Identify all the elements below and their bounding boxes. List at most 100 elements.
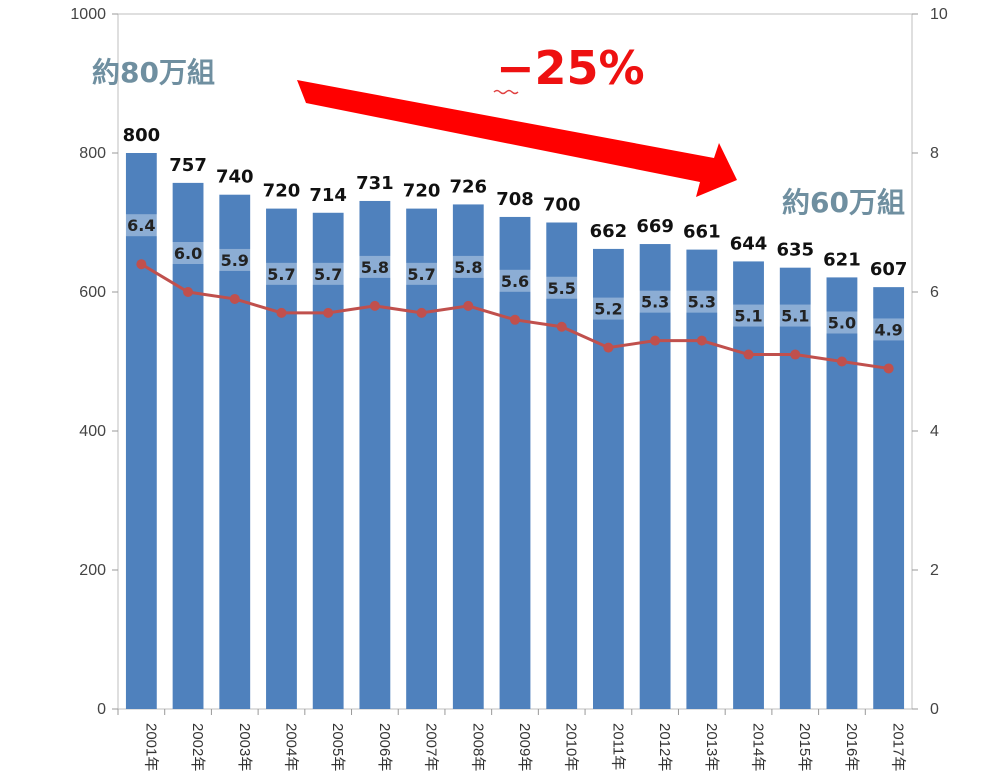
line-label-background	[402, 262, 441, 285]
line-label-background	[496, 269, 534, 292]
bar-value-label: 800	[123, 125, 161, 146]
line-point	[323, 307, 334, 318]
left-tick-label: 200	[79, 562, 106, 579]
line-label-background	[122, 214, 161, 237]
x-category-label: 2002年	[189, 723, 206, 771]
bar-value-label: 757	[169, 155, 207, 176]
x-category-label: 2016年	[843, 723, 860, 771]
line-value-label: 5.2	[594, 300, 622, 319]
right-tick-label: 10	[930, 6, 948, 23]
line-value-label: 5.8	[454, 258, 482, 277]
bar	[826, 277, 858, 709]
x-category-label: 2003年	[236, 723, 253, 771]
line-label-background	[869, 318, 908, 341]
line-point	[463, 300, 474, 311]
line-point	[510, 314, 520, 325]
annotations: 約80万組 約60万組 −25%	[92, 41, 905, 219]
bar-value-label: 720	[263, 181, 301, 202]
left-tick-label: 800	[79, 145, 106, 162]
line-point	[836, 356, 847, 367]
line-point	[369, 300, 380, 311]
bar-value-label: 720	[403, 181, 441, 202]
line-point	[603, 342, 614, 353]
line-point	[650, 335, 661, 346]
line-point	[276, 307, 287, 318]
line-value-label: 5.9	[221, 251, 249, 270]
bar-series	[125, 153, 905, 710]
left-axis: 0 200 400 600 800 1000	[70, 6, 118, 718]
x-axis-categories: 2001年 2002年 2003年 2004年 2005年 2006年 2007年 2008年…	[117, 709, 907, 771]
bar-value-label: 708	[496, 189, 534, 210]
change-annotation: −25%	[496, 41, 645, 95]
left-tick-label: 1000	[70, 6, 106, 23]
x-category-label: 2011年	[609, 723, 626, 770]
bar	[219, 194, 251, 709]
line-point	[883, 363, 894, 374]
bar	[779, 267, 811, 709]
bar	[639, 244, 671, 710]
bar-value-label: 621	[823, 249, 861, 270]
line-value-label: 5.3	[688, 293, 716, 312]
bar	[546, 222, 578, 709]
line-value-label: 5.1	[781, 307, 809, 326]
line-point	[416, 307, 427, 318]
x-category-label: 2012年	[656, 723, 673, 771]
bar	[592, 248, 624, 709]
bar	[312, 212, 344, 709]
x-category-label: 2007年	[423, 723, 440, 771]
bar	[406, 208, 438, 709]
x-category-label: 2014年	[750, 723, 767, 771]
bar	[266, 208, 297, 709]
line-label-background	[542, 276, 581, 299]
right-axis: 0 2 4 6 8 10	[912, 6, 948, 718]
line-value-label: 5.7	[407, 265, 435, 284]
line-value-label: 5.1	[734, 307, 762, 326]
right-tick-label: 4	[930, 423, 939, 440]
line-data-labels: 6.4 6.0 5.9 5.7 5.7 5.8 5.7 5.8 5.6 5.5 5.2 5.3 5.3 5…	[122, 214, 908, 341]
bar-value-label: 726	[450, 176, 488, 197]
line-label-background	[682, 290, 721, 313]
bar-value-label: 700	[543, 195, 581, 216]
left-tick-label: 0	[97, 701, 106, 718]
x-category-label: 2008年	[469, 723, 486, 771]
right-tick-label: 6	[930, 284, 939, 301]
x-category-label: 2017年	[890, 723, 907, 771]
x-category-label: 2005年	[329, 723, 346, 771]
line-point	[229, 293, 240, 304]
bar-value-label: 740	[216, 167, 254, 188]
line-label-background	[776, 304, 815, 327]
bar-value-label: 669	[636, 216, 674, 237]
line-value-label: 5.5	[548, 279, 576, 298]
bar-value-label: 714	[309, 185, 347, 206]
bar-value-label: 662	[590, 221, 628, 242]
bar-data-labels: 800 757 740 720 714 731 720 726 708 700 662 669 661 6…	[123, 125, 908, 280]
x-category-label: 2013年	[703, 723, 720, 771]
line-label-background	[169, 242, 208, 264]
bar	[686, 249, 718, 710]
bar-value-label: 635	[776, 240, 814, 261]
right-tick-label: 8	[930, 145, 939, 162]
x-category-label: 2010年	[563, 723, 580, 771]
line-value-label: 5.3	[641, 293, 669, 312]
left-tick-label: 400	[79, 423, 106, 440]
line-point	[696, 335, 707, 346]
line-value-label: 5.7	[314, 265, 342, 284]
line-point	[790, 349, 801, 360]
line-label-background	[449, 255, 488, 278]
line-value-label: 5.0	[828, 314, 856, 333]
bar-value-label: 607	[870, 259, 908, 280]
line-value-label: 4.9	[874, 320, 902, 339]
line-point	[556, 321, 567, 332]
x-category-label: 2009年	[516, 723, 533, 771]
bar-value-label: 731	[356, 173, 394, 194]
end-annotation: 約60万組	[782, 186, 905, 219]
bar	[733, 261, 764, 709]
line-label-background	[309, 262, 348, 285]
bar	[172, 182, 204, 709]
line-point	[183, 287, 194, 297]
line-value-label: 6.0	[174, 244, 202, 263]
line-value-label: 5.6	[501, 272, 529, 291]
bar	[359, 200, 391, 709]
line-point	[743, 349, 754, 360]
line-value-label: 5.7	[267, 265, 295, 284]
